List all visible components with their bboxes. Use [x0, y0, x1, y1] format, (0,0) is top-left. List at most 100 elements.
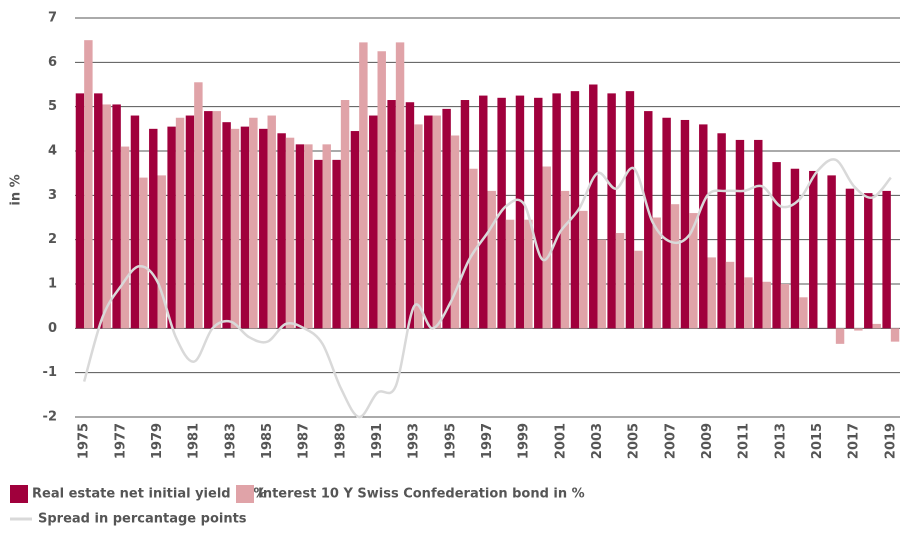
- bar: [450, 135, 460, 329]
- bar: [387, 100, 396, 329]
- bar: [505, 219, 515, 329]
- bar: [120, 146, 130, 329]
- bar: [369, 115, 378, 329]
- bar: [432, 115, 441, 329]
- bar: [644, 111, 653, 329]
- bar: [515, 95, 525, 329]
- bar: [212, 111, 221, 329]
- bar: [149, 128, 158, 329]
- x-tick-label: 2017: [847, 423, 862, 459]
- y-tick-label: 3: [48, 188, 57, 203]
- legend-swatch: [236, 485, 254, 503]
- x-tick-label: 1985: [260, 423, 275, 459]
- bar: [882, 190, 891, 329]
- bar: [479, 95, 488, 329]
- bar: [780, 284, 790, 329]
- y-tick-label: 4: [48, 144, 57, 159]
- legend-swatch: [10, 485, 28, 503]
- bar: [670, 204, 680, 329]
- bar: [589, 84, 598, 329]
- bar: [487, 190, 496, 329]
- bar: [662, 117, 671, 329]
- bar: [469, 168, 478, 329]
- y-tick-label: 6: [48, 55, 57, 70]
- bar: [314, 159, 323, 329]
- y-tick-label: -2: [43, 410, 57, 425]
- bar: [405, 102, 415, 329]
- y-axis-label: in %: [9, 174, 24, 205]
- bar: [175, 117, 185, 329]
- bar: [285, 137, 295, 329]
- bar: [845, 188, 855, 329]
- bar: [579, 210, 588, 329]
- bar: [249, 117, 258, 329]
- bar: [864, 193, 873, 329]
- y-tick-label: 7: [48, 11, 57, 26]
- bar: [230, 128, 240, 329]
- x-tick-label: 1995: [443, 423, 458, 459]
- x-tick-label: 2011: [737, 423, 752, 459]
- bar: [570, 91, 580, 329]
- bar: [84, 40, 93, 329]
- x-tick-label: 1979: [150, 423, 165, 459]
- bar: [689, 213, 698, 329]
- bar: [259, 128, 268, 329]
- bar: [322, 144, 331, 329]
- bar: [424, 115, 433, 329]
- bar: [607, 93, 616, 329]
- y-tick-label: -1: [43, 365, 57, 380]
- bar: [240, 126, 250, 329]
- bar: [754, 139, 763, 329]
- bar: [460, 100, 470, 329]
- x-tick-label: 2003: [590, 423, 605, 459]
- bar: [809, 170, 818, 329]
- bar: [524, 219, 533, 329]
- x-tick-label: 1999: [517, 423, 532, 459]
- bar: [615, 233, 625, 329]
- x-tick-label: 2015: [810, 423, 825, 459]
- bar: [194, 82, 203, 329]
- y-tick-label: 2: [48, 232, 57, 247]
- x-tick-label: 1989: [333, 423, 348, 459]
- bar: [332, 159, 341, 329]
- bar: [744, 277, 753, 329]
- bar: [835, 328, 845, 344]
- x-tick-label: 2019: [883, 423, 898, 459]
- bar: [762, 281, 771, 329]
- bar: [222, 122, 231, 329]
- bar: [267, 115, 276, 329]
- bar: [542, 166, 551, 329]
- bar: [130, 115, 140, 329]
- x-tick-label: 2001: [553, 423, 568, 459]
- bar: [414, 124, 423, 329]
- bar: [552, 93, 561, 329]
- bar: [277, 133, 286, 329]
- bar: [872, 323, 881, 329]
- bar: [790, 168, 800, 329]
- x-tick-label: 2009: [700, 423, 715, 459]
- x-tick-label: 2005: [627, 423, 642, 459]
- legend-label: Spread in percantage points: [38, 512, 247, 527]
- bar: [304, 144, 313, 329]
- bar: [827, 175, 836, 329]
- legend-label: Interest 10 Y Swiss Confederation bond i…: [258, 487, 585, 502]
- x-tick-label: 1975: [77, 423, 92, 459]
- bar: [102, 104, 111, 329]
- bar: [890, 328, 900, 342]
- bar: [854, 328, 863, 331]
- bar: [377, 51, 386, 329]
- bar: [652, 217, 661, 329]
- x-tick-label: 2007: [663, 423, 678, 459]
- bar: [359, 42, 368, 329]
- bar: [725, 261, 735, 329]
- bar: [707, 257, 716, 329]
- x-tick-label: 1997: [480, 423, 495, 459]
- bar: [735, 139, 745, 329]
- bar: [112, 104, 121, 329]
- bar: [340, 100, 350, 329]
- bar: [772, 162, 781, 329]
- bar: [395, 42, 405, 329]
- bar: [350, 131, 360, 329]
- bar: [157, 175, 166, 329]
